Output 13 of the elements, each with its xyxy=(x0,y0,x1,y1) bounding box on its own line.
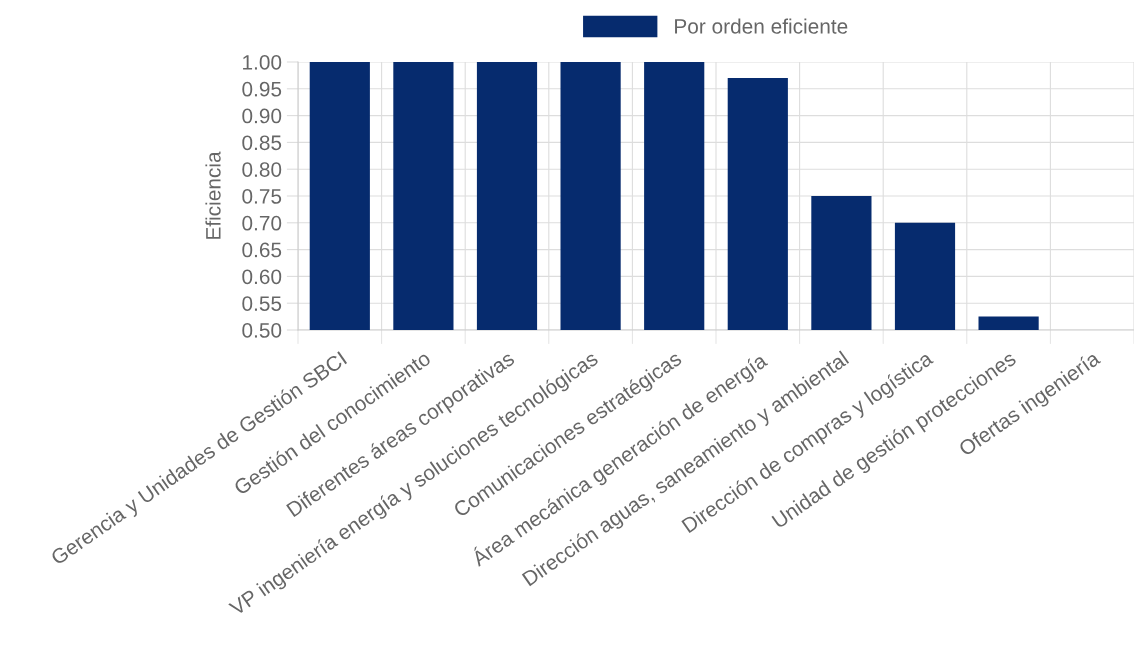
y-tick-label: 0.80 xyxy=(242,162,282,177)
y-tick-label: 0.75 xyxy=(242,189,282,204)
y-tick-label: 0.60 xyxy=(242,269,282,285)
y-tick-label: 1.00 xyxy=(243,55,282,70)
y-axis-title: Eficiencia xyxy=(205,151,221,239)
y-tick-label: 0.65 xyxy=(242,242,282,258)
y-tick-label: 0.95 xyxy=(242,81,282,97)
y-tick-label: 0.85 xyxy=(242,135,282,151)
legend-label: Por orden eficiente xyxy=(675,18,848,34)
y-tick-label: 0.55 xyxy=(242,296,282,311)
y-tick-label: 0.90 xyxy=(242,108,282,124)
y-tick-label: 0.70 xyxy=(242,215,282,231)
y-tick-label: 0.50 xyxy=(242,323,282,338)
